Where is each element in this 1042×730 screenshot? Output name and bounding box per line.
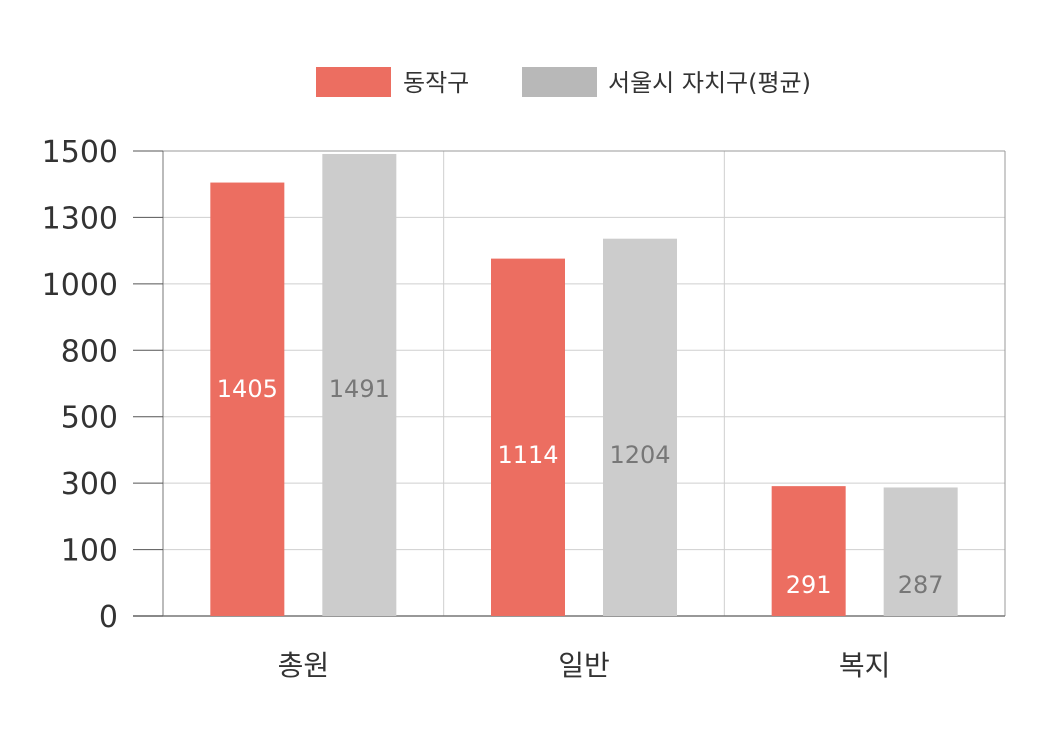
data-label: 1405 xyxy=(217,375,278,403)
bar xyxy=(210,182,285,616)
bar xyxy=(322,153,397,616)
category-labels: 총원 일반 복지 xyxy=(278,649,891,682)
y-tick-label: 100 xyxy=(61,534,118,569)
y-tick-label: 1500 xyxy=(42,135,118,170)
data-label: 291 xyxy=(786,571,832,599)
legend-label-seoul-average: 서울시 자치구(평균) xyxy=(608,69,811,97)
data-label: 1114 xyxy=(497,441,558,469)
category-label: 총원 xyxy=(278,649,330,682)
y-tick-label: 800 xyxy=(61,334,118,369)
y-tick-label: 300 xyxy=(61,467,118,502)
bar xyxy=(491,258,565,616)
y-tick-label: 1000 xyxy=(42,268,118,303)
y-axis-ticks: 0 100 300 500 800 1000 1300 1500 xyxy=(42,135,163,635)
legend-swatch-seoul-average xyxy=(522,67,597,97)
bar xyxy=(603,238,677,616)
category-label: 일반 xyxy=(558,649,610,682)
bar xyxy=(771,486,846,616)
data-labels: 1405 1491 1114 1204 291 287 xyxy=(217,375,944,599)
y-tick-label: 1300 xyxy=(42,201,118,236)
data-label: 1491 xyxy=(329,375,390,403)
data-label: 287 xyxy=(898,571,944,599)
bars xyxy=(210,153,958,616)
category-label: 복지 xyxy=(839,649,891,682)
legend: 동작구 서울시 자치구(평균) xyxy=(316,67,811,97)
legend-label-dongjak: 동작구 xyxy=(403,69,469,97)
gridlines xyxy=(133,150,1006,617)
y-tick-label: 500 xyxy=(61,401,118,436)
data-label: 1204 xyxy=(609,441,670,469)
y-tick-label: 0 xyxy=(99,600,118,635)
bar xyxy=(883,487,958,616)
legend-swatch-dongjak xyxy=(316,67,391,97)
